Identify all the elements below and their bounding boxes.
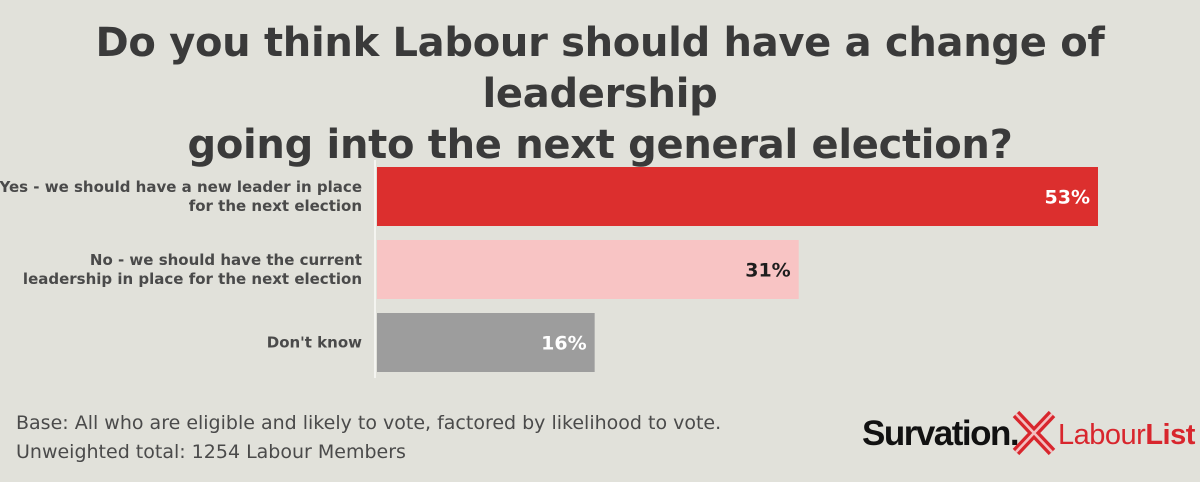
value-label-2: 16%	[541, 333, 586, 355]
chart-title-line-1: Do you think Labour should have a change…	[95, 20, 1105, 117]
category-label-1-line-0: No - we should have the current	[90, 251, 362, 269]
bar-chart: 53% Yes - we should have a new leader in …	[0, 160, 1098, 378]
chart-title: Do you think Labour should have a change…	[0, 18, 1200, 171]
category-label-1-line-1: leadership in place for the next electio…	[23, 270, 362, 288]
survation-logo: Survation.	[862, 414, 1020, 453]
bar-0	[377, 167, 1098, 226]
logos: Survation. LabourList	[862, 410, 1195, 460]
bar-1	[377, 240, 799, 299]
labourlist-logo-part-2: List	[1145, 419, 1195, 451]
x-cross-icon	[1012, 410, 1056, 456]
bar-2	[377, 313, 595, 372]
category-label-0-line-1: for the next election	[189, 197, 362, 215]
bars-group: 53% Yes - we should have a new leader in …	[0, 167, 1098, 372]
labourlist-logo: LabourList	[1058, 419, 1195, 452]
chart-title-line-2: going into the next general election?	[187, 122, 1013, 168]
value-label-0: 53%	[1045, 187, 1090, 209]
footer-note: Base: All who are eligible and likely to…	[16, 409, 721, 467]
category-label-0-line-0: Yes - we should have a new leader in pla…	[0, 178, 362, 196]
value-label-1: 31%	[745, 260, 790, 282]
category-label-2-line-0: Don't know	[267, 334, 362, 352]
labourlist-logo-part-1: Labour	[1058, 419, 1146, 451]
footer-unweighted-text: Unweighted total: 1254 Labour Members	[16, 441, 406, 463]
footer-base-text: Base: All who are eligible and likely to…	[16, 412, 722, 434]
